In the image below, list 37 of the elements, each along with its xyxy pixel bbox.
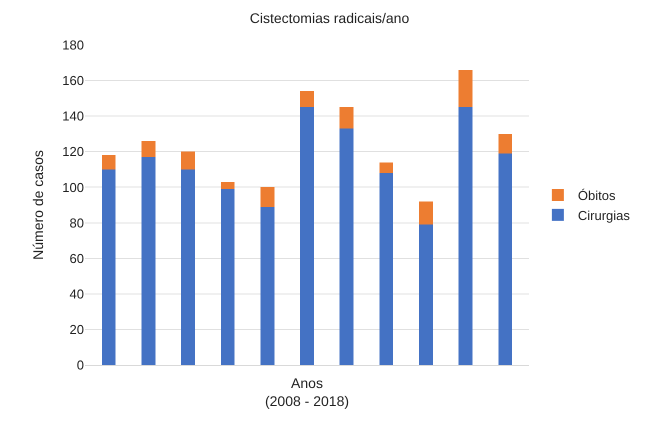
- bar: [418, 201, 433, 225]
- y-tick-label: 120: [62, 144, 84, 160]
- bar: [300, 107, 314, 365]
- y-tick-label: 160: [62, 73, 84, 88]
- y-tick-label: 40: [70, 286, 84, 302]
- chart-title: Cistectomias radicais/ano: [250, 10, 410, 26]
- x-axis-title: Anos (2008 - 2018): [264, 374, 350, 410]
- legend-label: Cirurgias: [578, 208, 630, 223]
- bar: [340, 128, 354, 365]
- y-tick-label: 140: [62, 108, 84, 124]
- bar: [181, 152, 196, 170]
- bar: [260, 187, 274, 207]
- bar: [418, 224, 433, 365]
- bar: [102, 155, 116, 170]
- y-tick-label: 20: [70, 322, 84, 337]
- legend-label: Óbitos: [578, 188, 616, 204]
- y-tick-label: 80: [70, 215, 84, 230]
- bar: [498, 134, 512, 154]
- bar: [458, 107, 473, 365]
- bar: [141, 141, 156, 157]
- bar: [220, 189, 235, 365]
- y-tick-label: 180: [62, 38, 84, 53]
- bar: [300, 91, 314, 108]
- bar: [498, 153, 512, 365]
- bar: [379, 162, 394, 173]
- bar: [181, 169, 196, 365]
- bar: [458, 70, 473, 108]
- y-tick-label: 60: [70, 250, 84, 266]
- bar: [379, 173, 394, 365]
- bar: [102, 169, 116, 365]
- y-axis-title: Número de casos: [30, 150, 46, 260]
- bar: [141, 157, 156, 365]
- bar: [220, 182, 235, 189]
- y-tick-label: 0: [76, 358, 84, 373]
- bar: [260, 206, 274, 365]
- y-tick-label: 100: [62, 180, 84, 195]
- bar: [340, 107, 354, 129]
